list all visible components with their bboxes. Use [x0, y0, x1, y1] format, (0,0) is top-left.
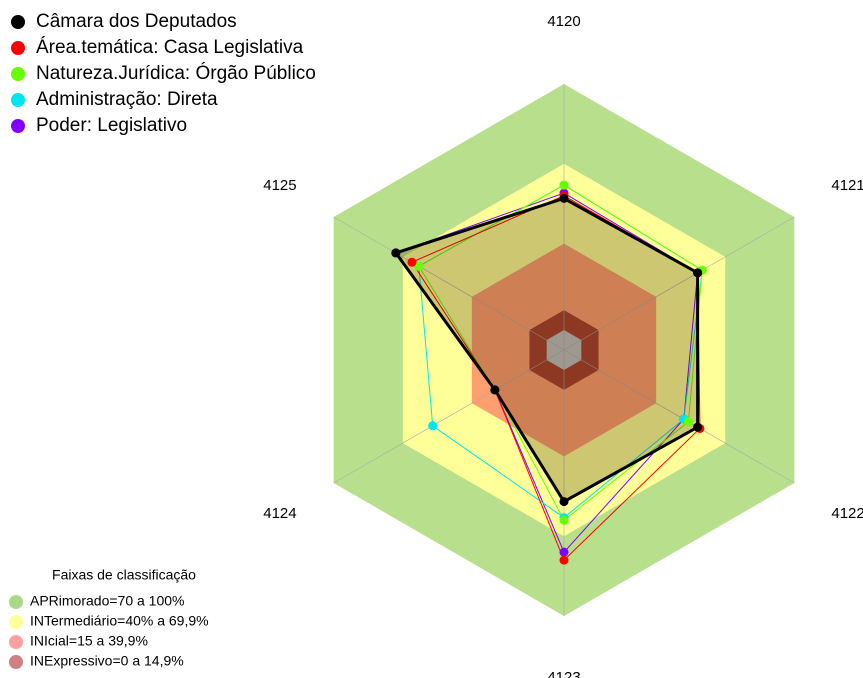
axis-label: 4121 [831, 177, 863, 194]
legend-label: Administração: Direta [36, 89, 218, 110]
spoke [333, 216, 565, 351]
axis-label: 4120 [547, 13, 580, 30]
band-legend-label: INTermediário=40% a 69,9% [30, 613, 209, 629]
band-legend-marker [9, 655, 23, 669]
spoke [563, 216, 795, 351]
legend-label: Área.temática: Casa Legislativa [36, 37, 304, 58]
legend-label: Câmara dos Deputados [36, 11, 237, 32]
point [559, 555, 569, 565]
point [559, 547, 569, 557]
point [391, 248, 401, 258]
legend-label: Poder: Legislativo [36, 115, 187, 136]
legend-marker [11, 67, 25, 81]
spoke [333, 349, 565, 484]
point [414, 261, 424, 271]
legend-marker [11, 15, 25, 29]
spoke [563, 349, 795, 484]
axis-label: 4123 [547, 669, 580, 678]
legend-marker [11, 41, 25, 55]
axis-label: 4124 [263, 505, 296, 522]
point [559, 515, 569, 525]
point [428, 421, 438, 431]
legend-marker [11, 119, 25, 133]
legend-label: Natureza.Jurídica: Órgão Público [36, 62, 316, 84]
band-legend-marker [9, 615, 23, 629]
band-legend-label: APRimorado=70 a 100% [30, 593, 185, 609]
axis-label: 4125 [263, 177, 296, 194]
point [693, 268, 703, 278]
bands-title: Faixas de classificação [52, 567, 196, 583]
point [559, 497, 569, 507]
point [559, 193, 569, 203]
point [693, 422, 703, 432]
band-legend-label: INIcial=15 a 39,9% [30, 633, 148, 649]
point [490, 385, 500, 395]
band-legend-marker [9, 635, 23, 649]
band-legend-marker [9, 595, 23, 609]
point [683, 417, 693, 427]
legend-marker [11, 93, 25, 107]
point [407, 257, 417, 267]
axis-label: 4122 [831, 505, 863, 522]
point [559, 180, 569, 190]
band-legend-label: INExpressivo=0 a 14,9% [30, 653, 184, 669]
